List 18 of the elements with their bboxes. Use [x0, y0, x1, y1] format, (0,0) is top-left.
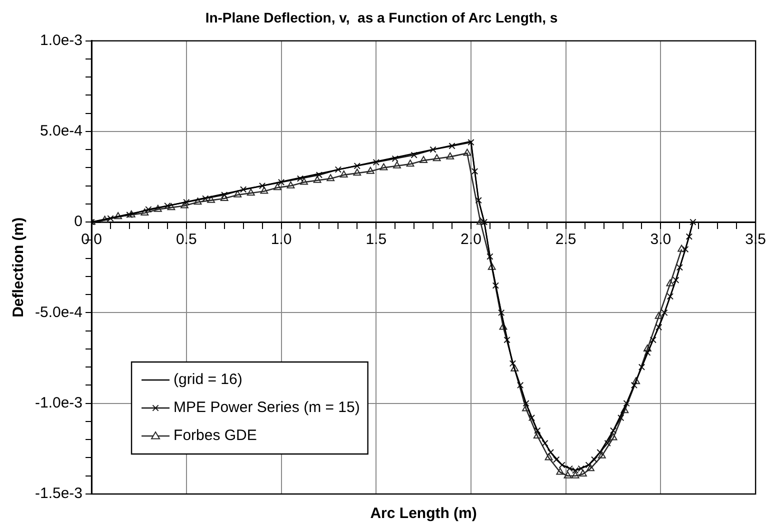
y-tick-label: -1.0e-3 — [34, 394, 83, 412]
x-axis-title: Arc Length (m) — [370, 505, 477, 522]
x-tick-label: 1.5 — [366, 231, 387, 248]
y-tick-label: 0 — [74, 213, 83, 230]
chart-title: In-Plane Deflection, v, as a Function of Arc Length, s — [205, 9, 558, 26]
y-axis-title: Deflection (m) — [10, 217, 28, 318]
y-tick-label: -1.5e-3 — [34, 485, 83, 502]
y-tick-label: -5.0e-4 — [34, 304, 83, 321]
legend-label: (grid = 16) — [174, 371, 242, 388]
x-tick-label: 2.5 — [555, 231, 576, 248]
y-tick-label: 1.0e-3 — [40, 32, 83, 49]
x-tick-label: 3.0 — [650, 231, 672, 248]
y-tick-label: 5.0e-4 — [40, 122, 83, 140]
legend-label: Forbes GDE — [174, 427, 257, 444]
x-tick-label: 0.5 — [176, 231, 197, 248]
x-tick-label: 1.0 — [270, 231, 292, 248]
x-tick-label: 2.0 — [460, 231, 482, 248]
legend-label: MPE Power Series (m = 15) — [174, 399, 360, 416]
